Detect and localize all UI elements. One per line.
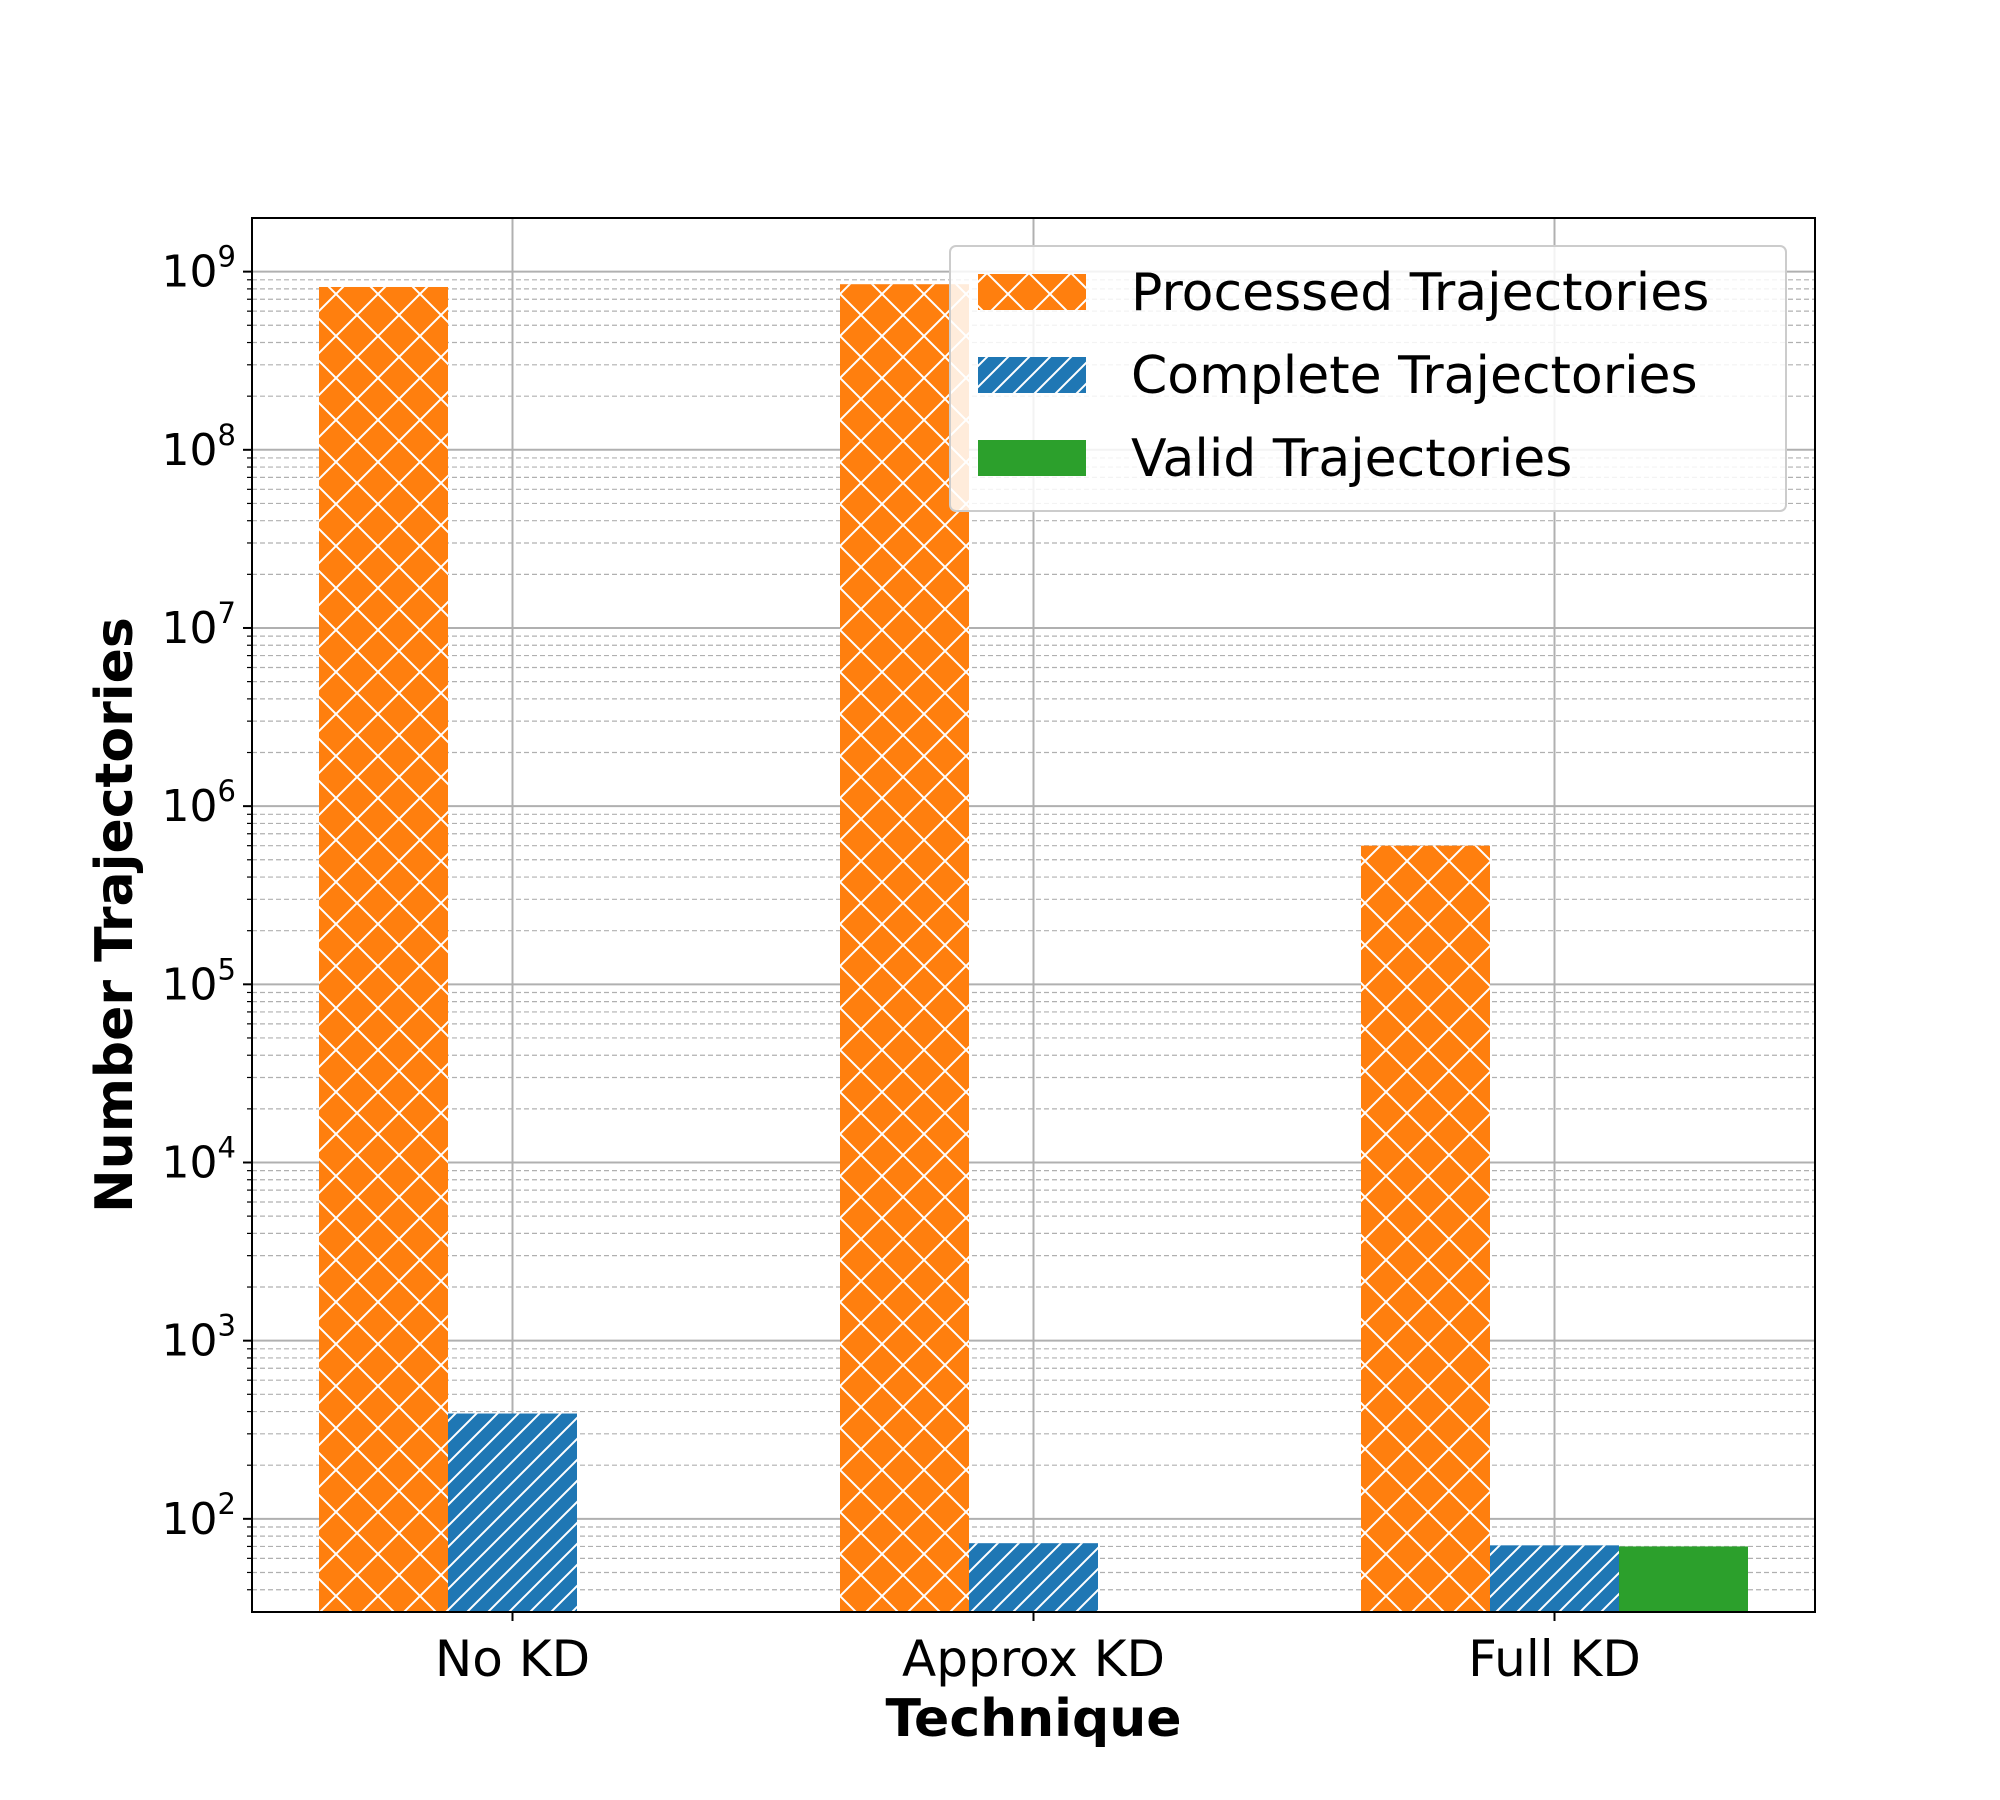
y-tick-label: 106 [162,774,236,832]
legend-label: Processed Trajectories [1131,263,1709,323]
bars [319,284,1748,1613]
x-tick-label: No KD [435,1630,590,1688]
legend-entry: Complete Trajectories [978,346,1698,406]
legend-box [949,245,1787,512]
bar [1361,845,1490,1612]
legend-entry: Valid Trajectories [978,429,1572,489]
y-tick-label: 109 [162,240,236,298]
bar [448,1413,577,1612]
bar-hatch [319,286,448,1613]
y-tick-label: 107 [162,596,236,654]
bar-hatch [448,1413,577,1612]
grid [252,218,1815,1612]
legend-swatch-hatch [978,357,1086,393]
bar [969,1543,1098,1612]
legend-swatch-hatch [978,274,1086,310]
y-tick-label: 108 [162,418,236,476]
x-tick-label: Approx KD [902,1630,1165,1688]
bar-fill [1619,1546,1748,1612]
x-tick-label: Full KD [1468,1630,1641,1688]
bar [840,284,969,1612]
x-axis-title: Technique [885,1689,1181,1749]
bar-hatch [1361,845,1490,1612]
y-axis-ticks: 102 103 104 105 106 107 108 109 [162,240,252,1591]
bar-hatch [1490,1545,1619,1612]
legend-swatch [978,440,1086,476]
legend: Processed Trajectories Complete Trajector… [949,245,1787,512]
y-tick-label: 102 [162,1487,236,1545]
y-tick-label: 103 [162,1309,236,1367]
legend-label: Complete Trajectories [1131,346,1698,406]
bar [1619,1546,1748,1612]
x-axis-ticks: No KD Approx KD Full KD [435,1612,1641,1688]
y-axis-title: Number Trajectories [85,617,145,1213]
y-tick-label: 104 [162,1130,236,1188]
bar-hatch [969,1543,1098,1612]
legend-label: Valid Trajectories [1131,429,1572,489]
bar [1490,1545,1619,1612]
bar-hatch [840,284,969,1612]
bar [319,286,448,1613]
legend-entry: Processed Trajectories [978,263,1709,323]
y-tick-label: 105 [162,952,236,1010]
